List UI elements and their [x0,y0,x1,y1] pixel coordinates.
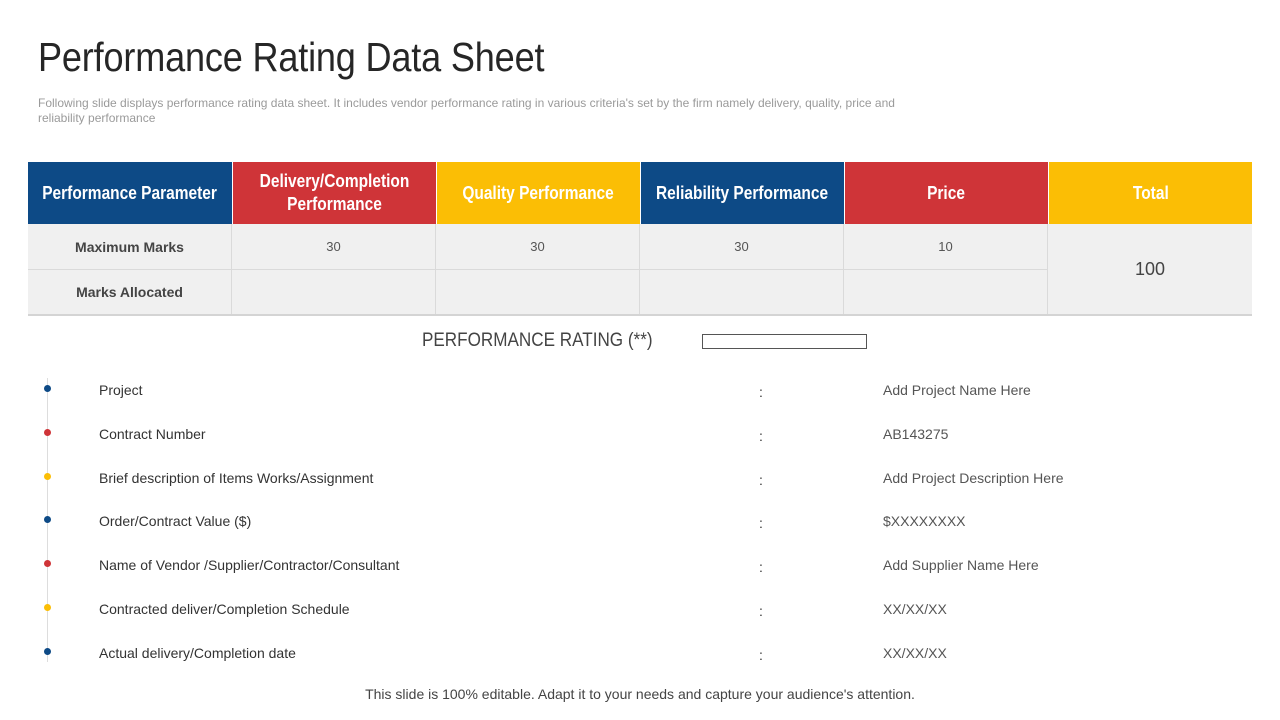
bullet-dot [44,604,51,611]
bullet-dot [44,473,51,480]
detail-colon: : [759,515,763,531]
header-label: Price [927,182,966,203]
performance-table: Performance Parameter Delivery/Completio… [28,162,1252,316]
page-title: Performance Rating Data Sheet [38,34,545,80]
table-body: Maximum Marks 30 30 30 10 Marks Allocate… [28,224,1252,314]
detail-label: Actual delivery/Completion date [99,645,296,661]
header-total: Total [1048,162,1252,224]
bullet-dot [44,429,51,436]
cell-max-quality: 30 [436,224,640,269]
header-quality-performance: Quality Performance [436,162,640,224]
header-label: Total [1132,182,1169,203]
detail-value[interactable]: $XXXXXXXX [883,513,966,529]
detail-label: Brief description of Items Works/Assignm… [99,470,374,486]
cell-allocated-price[interactable] [844,269,1048,314]
header-label: Quality Performance [462,182,615,203]
bullet-dot [44,560,51,567]
detail-colon: : [759,559,763,575]
cell-allocated-delivery[interactable] [232,269,436,314]
performance-rating-input[interactable] [702,334,867,349]
detail-value[interactable]: XX/XX/XX [883,601,947,617]
cell-total: 100 [1048,224,1252,314]
header-performance-parameter: Performance Parameter [28,162,232,224]
header-reliability-performance: Reliability Performance [640,162,844,224]
cell-allocated-reliability[interactable] [640,269,844,314]
detail-label: Name of Vendor /Supplier/Contractor/Cons… [99,557,400,573]
page-subtitle: Following slide displays performance rat… [38,96,895,125]
cell-allocated-quality[interactable] [436,269,640,314]
cell-max-delivery: 30 [232,224,436,269]
table-row: Marks Allocated [28,269,1048,314]
detail-value[interactable]: AB143275 [883,426,949,442]
header-label: Delivery/Completion Performance [259,171,410,214]
detail-row-vendor-name: Name of Vendor /Supplier/Contractor/Cons… [0,557,1280,577]
detail-row-description: Brief description of Items Works/Assignm… [0,470,1280,490]
detail-row-schedule: Contracted deliver/Completion Schedule :… [0,601,1280,621]
row-label-marks-allocated: Marks Allocated [28,269,232,314]
detail-value[interactable]: Add Project Description Here [883,470,1064,486]
detail-label: Order/Contract Value ($) [99,513,252,529]
detail-row-contract-value: Order/Contract Value ($) : $XXXXXXXX [0,513,1280,533]
detail-colon: : [759,472,763,488]
header-label: Performance Parameter [42,182,218,203]
detail-value[interactable]: Add Project Name Here [883,382,1031,398]
detail-label: Contracted deliver/Completion Schedule [99,601,350,617]
performance-rating-label: PERFORMANCE RATING (**) [422,330,653,351]
performance-rating: PERFORMANCE RATING (**) [422,330,867,352]
detail-colon: : [759,428,763,444]
header-label: Reliability Performance [656,182,829,203]
detail-colon: : [759,603,763,619]
detail-value[interactable]: Add Supplier Name Here [883,557,1039,573]
row-label-maximum-marks: Maximum Marks [28,224,232,269]
table-row: Maximum Marks 30 30 30 10 [28,224,1048,269]
header-delivery-performance: Delivery/Completion Performance [232,162,436,224]
detail-row-project: Project : Add Project Name Here [0,382,1280,402]
bullet-dot [44,648,51,655]
table-header-row: Performance Parameter Delivery/Completio… [28,162,1252,224]
bullet-dot [44,516,51,523]
detail-row-actual-date: Actual delivery/Completion date : XX/XX/… [0,645,1280,665]
detail-colon: : [759,647,763,663]
cell-max-price: 10 [844,224,1048,269]
header-price: Price [844,162,1048,224]
footer-note: This slide is 100% editable. Adapt it to… [365,686,915,702]
detail-value[interactable]: XX/XX/XX [883,645,947,661]
detail-label: Contract Number [99,426,206,442]
bullet-dot [44,385,51,392]
cell-max-reliability: 30 [640,224,844,269]
detail-label: Project [99,382,143,398]
detail-colon: : [759,384,763,400]
detail-row-contract-number: Contract Number : AB143275 [0,426,1280,446]
